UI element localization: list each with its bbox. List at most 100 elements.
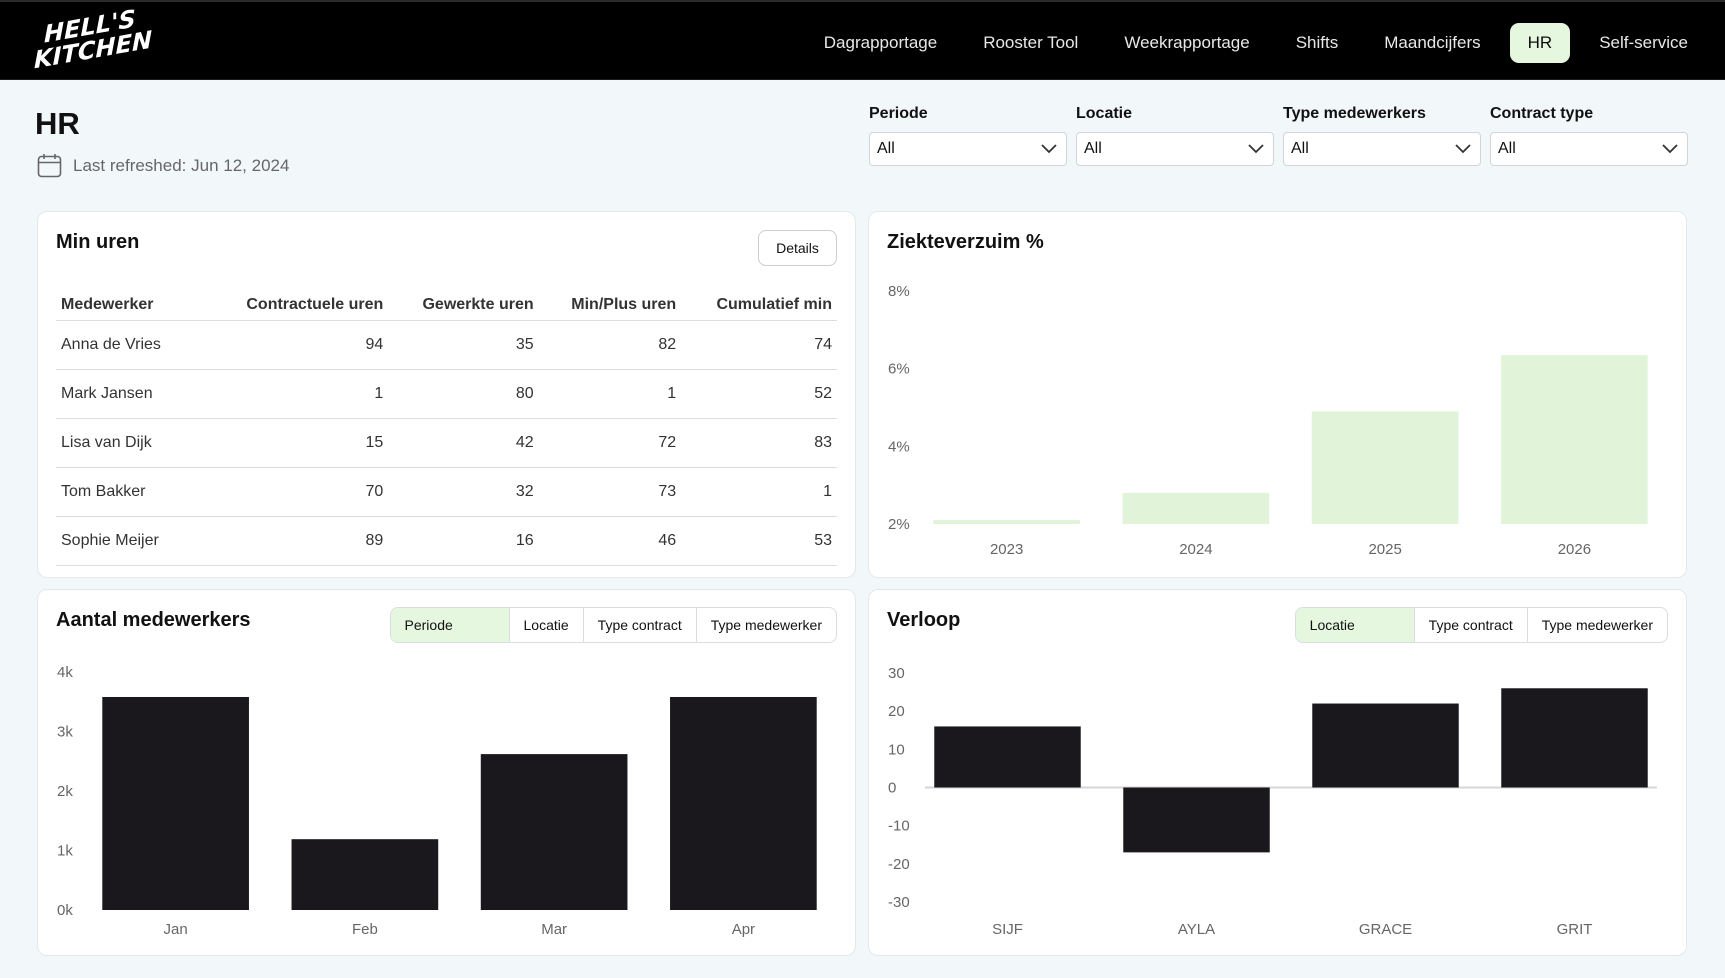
ziekteverzuim-title: Ziekteverzuim % <box>887 231 1044 253</box>
y-tick-label: 8% <box>888 283 910 300</box>
min-uren-title: Min uren <box>56 231 140 253</box>
column-header[interactable]: Contractuele uren <box>206 290 389 321</box>
cell-gewerkte-uren: 35 <box>388 320 539 370</box>
cell-cumulatief-min: 52 <box>681 369 837 419</box>
cell-medewerker: Lisa van Dijk <box>56 418 206 468</box>
bar-ayla[interactable] <box>1123 787 1270 853</box>
column-header[interactable]: Medewerker <box>56 290 206 321</box>
cell-contractuele-uren: 89 <box>206 516 389 566</box>
cell-min-plus-uren: 72 <box>538 418 682 468</box>
cell-contractuele-uren: 94 <box>206 320 389 370</box>
segment-locatie[interactable]: Locatie <box>508 608 583 642</box>
chevron-down-icon <box>1041 144 1057 154</box>
brand-logo[interactable]: HELL'S KITCHEN <box>34 4 152 74</box>
filter-type-medewerkers-select[interactable]: All <box>1283 132 1481 166</box>
filter-periode-label: Periode <box>869 105 928 122</box>
cell-medewerker: Sophie Meijer <box>56 516 206 566</box>
nav-item-hr[interactable]: HR <box>1509 23 1571 63</box>
segment-locatie[interactable]: Locatie <box>1295 608 1414 642</box>
table-row[interactable]: Lisa van Dijk 15 42 72 83 <box>56 418 837 468</box>
cell-gewerkte-uren: 42 <box>388 418 539 468</box>
segment-type-medewerker[interactable]: Type medewerker <box>695 608 836 642</box>
nav-item-rooster-tool[interactable]: Rooster Tool <box>983 33 1079 52</box>
y-tick-label: 2k <box>57 783 73 800</box>
filter-type-medewerkers-value: All <box>1291 140 1309 157</box>
nav-item-weekrapportage[interactable]: Weekrapportage <box>1124 33 1250 52</box>
bar-grit[interactable] <box>1501 688 1648 788</box>
chevron-down-icon <box>1662 144 1678 154</box>
x-tick-label: SIJF <box>992 921 1023 938</box>
cell-medewerker: Anna de Vries <box>56 320 206 370</box>
bar-2025[interactable] <box>1311 411 1459 524</box>
cell-contractuele-uren: 1 <box>206 369 389 419</box>
verloop-title: Verloop <box>887 609 961 631</box>
y-tick-label: 0k <box>57 902 73 919</box>
cell-gewerkte-uren: 32 <box>388 467 539 517</box>
filters: Periode All Locatie All Type medewerkers… <box>869 105 1697 166</box>
y-tick-label: -10 <box>888 818 910 835</box>
segment-type-contract[interactable]: Type contract <box>582 608 696 642</box>
table-row[interactable]: Sophie Meijer 89 16 46 53 <box>56 516 837 566</box>
column-header[interactable]: Min/Plus uren <box>538 290 682 321</box>
y-tick-label: 4k <box>57 664 73 681</box>
bar-sijf[interactable] <box>934 726 1081 788</box>
bar-grace[interactable] <box>1312 703 1459 788</box>
last-refreshed: Last refreshed: Jun 12, 2024 <box>37 153 289 178</box>
x-tick-label: 2024 <box>1179 541 1212 558</box>
x-tick-label: GRIT <box>1557 921 1593 938</box>
filter-type-medewerkers-label: Type medewerkers <box>1283 105 1426 122</box>
nav-item-dagrapportage[interactable]: Dagrapportage <box>823 33 938 52</box>
column-header[interactable]: Gewerkte uren <box>388 290 539 321</box>
segment-type-contract[interactable]: Type contract <box>1413 608 1527 642</box>
segment-type-medewerker[interactable]: Type medewerker <box>1526 608 1667 642</box>
cell-medewerker: Mark Jansen <box>56 369 206 419</box>
filter-periode: Periode All <box>869 105 1067 166</box>
y-tick-label: 6% <box>888 361 910 378</box>
filter-locatie: Locatie All <box>1076 105 1274 166</box>
bar-2026[interactable] <box>1501 355 1648 524</box>
bar-2023[interactable] <box>933 520 1080 524</box>
table-row[interactable]: Tom Bakker 70 32 73 1 <box>56 467 837 517</box>
y-tick-label: 2% <box>888 516 910 533</box>
y-tick-label: 30 <box>888 665 905 682</box>
segment-periode[interactable]: Periode <box>390 608 509 642</box>
filter-periode-select[interactable]: All <box>869 132 1067 166</box>
filter-contract-type-select[interactable]: All <box>1490 132 1688 166</box>
cell-gewerkte-uren: 16 <box>388 516 539 566</box>
table-row[interactable]: Mark Jansen 1 80 1 52 <box>56 369 837 419</box>
page-title: HR <box>35 106 80 141</box>
y-tick-label: 3k <box>57 724 73 741</box>
filter-periode-value: All <box>877 140 895 157</box>
column-header[interactable]: Cumulatief min <box>681 290 837 321</box>
nav-item-self-service[interactable]: Self-service <box>1599 33 1688 52</box>
cell-medewerker: Tom Bakker <box>56 467 206 517</box>
main-nav: Dagrapportage Rooster Tool Weekrapportag… <box>795 23 1705 63</box>
bar-2024[interactable] <box>1122 492 1270 524</box>
x-tick-label: 2026 <box>1558 541 1591 558</box>
x-tick-label: Mar <box>541 921 567 938</box>
aantal-medewerkers-chart: 0k 1k 2k 3k 4k Jan Feb Mar Apr <box>57 664 817 938</box>
bar-feb[interactable] <box>291 839 439 910</box>
calendar-icon <box>37 154 62 178</box>
bar-jan[interactable] <box>102 696 249 910</box>
filter-locatie-select[interactable]: All <box>1076 132 1274 166</box>
cell-cumulatief-min: 53 <box>681 516 837 566</box>
table-row[interactable]: Anna de Vries 94 35 82 74 <box>56 320 837 370</box>
bar-apr[interactable] <box>670 696 817 910</box>
x-tick-label: 2023 <box>990 541 1023 558</box>
y-tick-label: 20 <box>888 703 905 720</box>
aantal-segment-control: Periode Locatie Type contract Type medew… <box>389 607 837 643</box>
nav-item-maandcijfers[interactable]: Maandcijfers <box>1384 33 1481 52</box>
y-tick-label: 4% <box>888 438 910 455</box>
cell-cumulatief-min: 74 <box>681 320 837 370</box>
ziekteverzuim-chart: 2% 4% 6% 8% 2023 2024 2025 2026 <box>888 283 1648 558</box>
min-uren-card: Min uren Details Medewerker Contractuele… <box>37 211 856 578</box>
chevron-down-icon <box>1455 144 1471 154</box>
ziekteverzuim-card: Ziekteverzuim % 2% 4% 6% 8% 2023 2024 2025 2026 <box>868 211 1687 578</box>
cell-gewerkte-uren: 80 <box>388 369 539 419</box>
details-button[interactable]: Details <box>758 230 837 266</box>
aantal-medewerkers-card: Aantal medewerkers Periode Locatie Type … <box>37 589 856 956</box>
bar-mar[interactable] <box>480 754 628 910</box>
y-tick-label: 1k <box>57 843 73 860</box>
nav-item-shifts[interactable]: Shifts <box>1295 33 1339 52</box>
